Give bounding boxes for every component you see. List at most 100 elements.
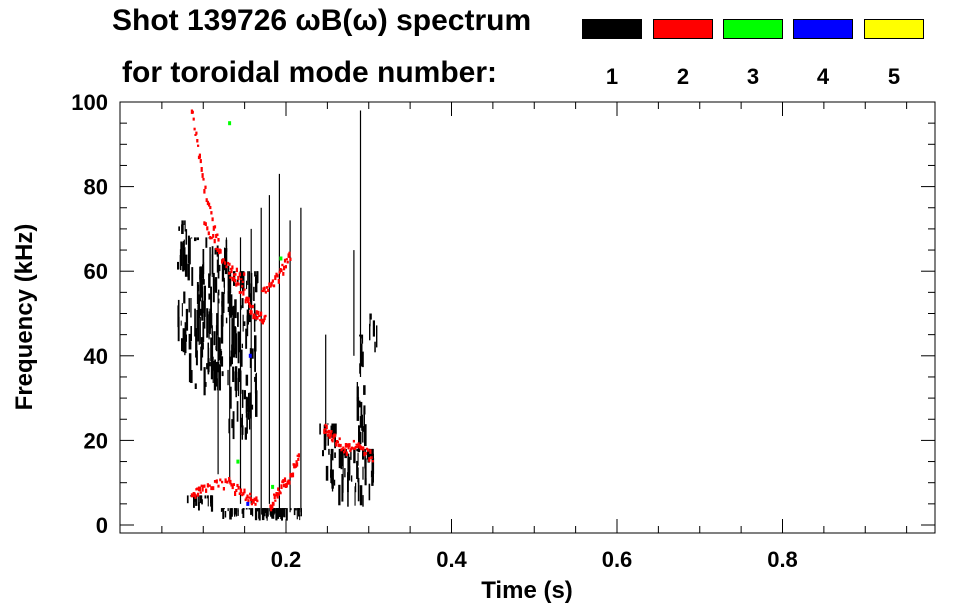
mode-1-cell xyxy=(237,371,240,397)
mode-1-cell xyxy=(231,344,233,365)
mode-1-cell xyxy=(191,267,194,286)
mode-2-point xyxy=(225,265,228,269)
mode-2-point xyxy=(247,297,250,302)
mode-2-point xyxy=(215,479,218,484)
mode-1-cell xyxy=(235,508,238,517)
spectrum-data-layer xyxy=(177,109,378,521)
mode-1-cell xyxy=(240,417,242,428)
mode-1-cell xyxy=(248,271,251,299)
mode-2-point xyxy=(213,480,217,483)
mode-2-point xyxy=(289,257,292,261)
mode-1-cell xyxy=(220,356,224,367)
mode-1-cell xyxy=(232,305,235,333)
mode-1-cell xyxy=(190,298,192,318)
mode-2-point xyxy=(345,451,348,457)
mode-2-point xyxy=(235,283,238,287)
mode-1-cell xyxy=(366,448,370,460)
mode-2-point xyxy=(216,247,219,252)
mode-1-cell xyxy=(195,328,198,358)
mode-1-cell xyxy=(208,273,211,288)
mode-1-cell xyxy=(351,475,353,482)
mode-2-point xyxy=(235,267,238,273)
mode-1-cell xyxy=(194,308,196,337)
mode-1-cell xyxy=(249,418,251,430)
mode-1-cell xyxy=(231,508,233,517)
mode-2-point xyxy=(243,488,246,494)
mode-2-point xyxy=(371,460,374,463)
mode-1-cell xyxy=(217,264,220,279)
mode-1-cell xyxy=(256,508,259,512)
mode-2-point xyxy=(208,202,211,207)
mode-1-cell xyxy=(342,448,345,453)
mode-2-point xyxy=(368,457,371,462)
mode-1-cell xyxy=(235,390,237,398)
mode-1-cell xyxy=(214,248,217,255)
mode-1-cell xyxy=(212,272,215,303)
chart-title-line1: Shot 139726 ωB(ω) spectrum xyxy=(112,4,532,37)
mode-1-cell xyxy=(207,495,209,507)
mode-2-point xyxy=(256,315,259,320)
mode-1-cell xyxy=(216,361,218,387)
mode-2-point xyxy=(278,270,281,274)
mode-1-cell xyxy=(236,401,239,422)
mode-2-point xyxy=(343,448,347,452)
mode-1-cell xyxy=(223,277,225,294)
mode-1-cell xyxy=(338,448,342,469)
mode-1-cell xyxy=(271,508,274,519)
mode-2-point xyxy=(367,448,370,452)
mode-2-point xyxy=(218,251,221,255)
mode-1-cell xyxy=(202,249,205,275)
mode-2-point xyxy=(274,275,277,281)
mode-2-point xyxy=(355,443,358,446)
mode-2-point xyxy=(210,211,213,215)
y-tick-label: 40 xyxy=(84,344,108,369)
mode-2-point xyxy=(249,497,253,502)
mode-2-point xyxy=(262,318,265,323)
mode-1-cell xyxy=(355,482,357,493)
mode-1-cell xyxy=(197,326,200,342)
mode-1-cell xyxy=(338,484,341,506)
mode-1-cell xyxy=(354,486,356,506)
mode-1-cell xyxy=(227,369,229,386)
mode-1-cell xyxy=(210,340,214,362)
mode-2-point xyxy=(195,131,198,135)
mode-2-point xyxy=(242,491,245,496)
mode-2-point xyxy=(241,493,244,497)
mode-2-point xyxy=(337,443,340,448)
mode-2-point xyxy=(269,504,272,508)
mode-1-cell xyxy=(331,423,334,438)
mode-1-cell xyxy=(200,495,203,504)
mode-1-cell xyxy=(261,508,263,515)
mode-2-point xyxy=(282,272,285,276)
mode-2-point xyxy=(329,432,332,437)
mode-1-cell xyxy=(237,509,239,516)
mode-1-cell xyxy=(347,472,349,493)
mode-2-point xyxy=(226,261,230,265)
mode-2-point xyxy=(200,167,203,172)
mode-2-point xyxy=(325,424,328,430)
mode-2-point xyxy=(234,273,237,276)
y-tick-label: 0 xyxy=(96,513,108,538)
mode-2-point xyxy=(219,249,222,254)
mode-2-point xyxy=(350,447,353,451)
mode-1-cell xyxy=(183,220,185,225)
mode-1-region xyxy=(220,508,302,521)
mode-1-cell xyxy=(207,495,209,499)
mode-1-cell xyxy=(248,508,251,510)
mode-1-cell xyxy=(360,343,363,367)
legend-swatch-mode-2 xyxy=(653,19,713,39)
mode-2-point xyxy=(283,258,287,263)
mode-1-cell xyxy=(194,383,197,389)
mode-2-point xyxy=(283,483,286,488)
mode-1-cell xyxy=(218,345,221,361)
mode-1-cell xyxy=(331,482,334,492)
mode-1-cell xyxy=(182,331,185,349)
mode-1-cell xyxy=(228,418,230,434)
mode-1-cell xyxy=(250,508,253,515)
mode-2-point xyxy=(210,237,213,240)
mode-2-point xyxy=(276,492,279,496)
mode-2-point xyxy=(222,487,225,491)
mode-2-point xyxy=(198,486,201,492)
mode-2-point xyxy=(273,284,276,288)
mode-1-cell xyxy=(211,313,213,328)
